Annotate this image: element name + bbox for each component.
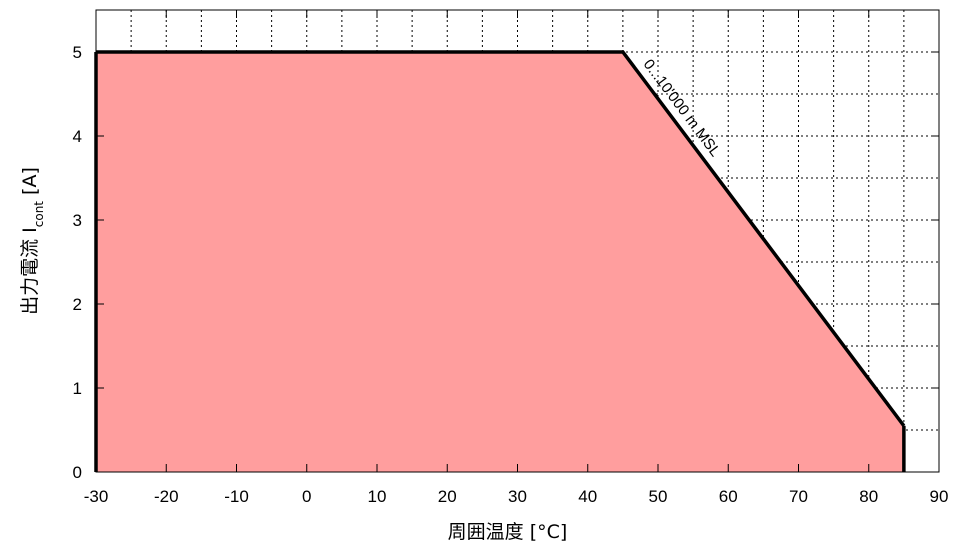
x-tick-label: -10 — [224, 487, 249, 506]
y-tick-label: 1 — [73, 379, 82, 398]
x-tick-label: 0 — [302, 487, 311, 506]
x-tick-labels: -30 -20 -10 0 10 20 30 40 50 60 70 80 90 — [84, 487, 949, 506]
x-tick-label: -30 — [84, 487, 109, 506]
derating-curve — [96, 50, 906, 427]
x-tick-label: 30 — [508, 487, 527, 506]
y-axis-label-unit: [A] — [19, 167, 41, 201]
x-tick-label: 60 — [719, 487, 738, 506]
y-tick-label: 0 — [73, 463, 82, 482]
y-tick-label: 2 — [73, 295, 82, 314]
y-axis-label: 出力電流 Icont [A] — [19, 167, 46, 315]
x-tick-label: 10 — [368, 487, 387, 506]
y-tick-labels: 0 1 2 3 4 5 — [73, 43, 82, 482]
x-tick-label: -20 — [154, 487, 179, 506]
x-tick-label: 40 — [578, 487, 597, 506]
operating-area-fill — [96, 52, 904, 472]
y-tick-label: 5 — [73, 43, 82, 62]
x-tick-label: 50 — [649, 487, 668, 506]
y-tick-label: 3 — [73, 211, 82, 230]
y-tick-label: 4 — [73, 127, 82, 146]
x-tick-label: 20 — [438, 487, 457, 506]
x-tick-label: 70 — [789, 487, 808, 506]
x-axis-label: 周囲温度 [°C] — [448, 521, 568, 543]
x-tick-label: 90 — [930, 487, 949, 506]
y-axis-label-subscript: cont — [32, 201, 46, 228]
y-axis-label-main: 出力電流 I — [19, 227, 41, 315]
x-tick-label: 80 — [859, 487, 878, 506]
